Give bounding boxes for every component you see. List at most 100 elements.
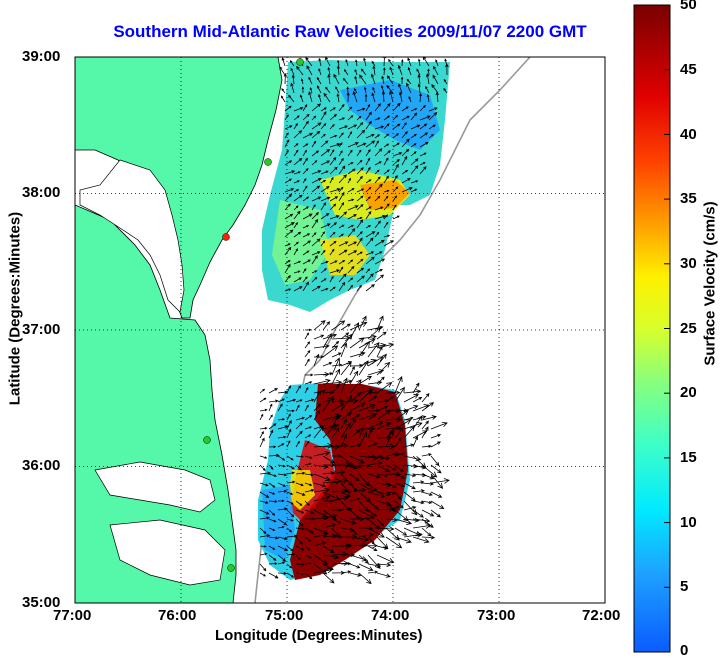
velocity-vector (363, 86, 367, 94)
velocity-vector (293, 248, 298, 256)
velocity-vector (320, 111, 327, 121)
velocity-vector (286, 385, 291, 394)
velocity-vector (374, 161, 382, 166)
velocity-vector (435, 59, 439, 67)
velocity-vector (408, 96, 412, 103)
velocity-vector (331, 443, 349, 449)
velocity-vector (331, 357, 341, 376)
velocity-vector (385, 430, 394, 448)
velocity-vector (367, 509, 378, 517)
velocity-vector (383, 189, 390, 193)
velocity-vector (311, 115, 317, 121)
velocity-vector (284, 139, 290, 148)
velocity-vector (340, 332, 350, 340)
velocity-vector (358, 340, 370, 358)
velocity-vector (401, 138, 410, 148)
velocity-vector (347, 131, 353, 139)
velocity-vector (277, 482, 287, 487)
velocity-vector (300, 78, 304, 85)
velocity-vector (410, 108, 418, 112)
velocity-vector (259, 534, 271, 538)
velocity-vector (376, 315, 384, 331)
velocity-vector (304, 332, 309, 340)
velocity-vector (367, 356, 384, 367)
velocity-vector (338, 266, 344, 274)
velocity-vector (385, 482, 397, 489)
velocity-vector (286, 518, 294, 522)
velocity-vector (403, 491, 416, 502)
velocity-vector (356, 142, 367, 148)
velocity-vector (302, 120, 309, 130)
velocity-vector (371, 60, 376, 67)
velocity-vector (376, 572, 391, 578)
velocity-vector (268, 445, 277, 449)
station-marker (203, 436, 211, 444)
velocity-vector (323, 92, 331, 103)
velocity-vector (299, 94, 304, 103)
velocity-vector (367, 563, 382, 568)
velocity-vector (284, 229, 294, 238)
velocity-vector (295, 422, 303, 430)
velocity-vector (268, 388, 278, 394)
velocity-vector (322, 321, 331, 331)
velocity-vector (302, 281, 309, 292)
velocity-vector (363, 57, 367, 67)
velocity-vector (311, 170, 322, 175)
velocity-vector (322, 395, 334, 412)
velocity-vector (311, 122, 322, 130)
velocity-vector (401, 122, 407, 130)
velocity-vector (304, 527, 314, 534)
velocity-vector (394, 452, 405, 457)
velocity-vector (376, 353, 387, 367)
velocity-vector (421, 444, 432, 448)
velocity-vector (403, 500, 418, 516)
velocity-vector (286, 552, 296, 556)
velocity-vector (349, 542, 368, 548)
velocity-vector (311, 196, 322, 202)
velocity-vector (320, 196, 331, 202)
velocity-vector (322, 362, 333, 367)
velocity-vector (338, 117, 346, 121)
velocity-vector (268, 491, 276, 495)
velocity-vector (365, 149, 371, 157)
velocity-vector (331, 488, 348, 494)
velocity-vector (365, 111, 372, 121)
velocity-vector (349, 402, 366, 412)
velocity-vector (376, 376, 385, 385)
velocity-vector (284, 105, 292, 112)
velocity-vector (349, 414, 361, 421)
velocity-vector (385, 505, 401, 511)
velocity-vector (284, 213, 294, 220)
velocity-vector (445, 63, 449, 76)
colorbar-tick-label: 50 (680, 0, 697, 13)
velocity-vector (365, 196, 371, 202)
velocity-vector (286, 527, 293, 533)
velocity-vector (259, 527, 267, 534)
velocity-vector (367, 570, 379, 574)
velocity-vector (331, 495, 350, 502)
velocity-vector (320, 140, 329, 148)
velocity-vector (358, 389, 373, 403)
map-title: Southern Mid-Atlantic Raw Velocities 200… (113, 22, 587, 41)
velocity-vector (340, 543, 352, 547)
velocity-vector (383, 67, 386, 76)
velocity-vector (268, 482, 276, 488)
velocity-vector (331, 368, 340, 385)
velocity-vector (302, 268, 307, 274)
velocity-vector (295, 464, 302, 471)
velocity-vector (338, 150, 343, 157)
velocity-vector (331, 470, 346, 475)
velocity-vector (374, 269, 383, 274)
velocity-vector (421, 453, 432, 457)
velocity-vector (302, 213, 313, 220)
velocity-vector (365, 273, 374, 283)
velocity-vector (284, 222, 295, 229)
velocity-vector (290, 67, 295, 76)
velocity-vector (335, 86, 340, 94)
velocity-vector (374, 183, 383, 193)
velocity-vector (322, 455, 336, 464)
velocity-vector (277, 443, 285, 448)
velocity-vector (268, 554, 277, 561)
velocity-vector (302, 225, 310, 229)
velocity-vector (421, 491, 433, 496)
